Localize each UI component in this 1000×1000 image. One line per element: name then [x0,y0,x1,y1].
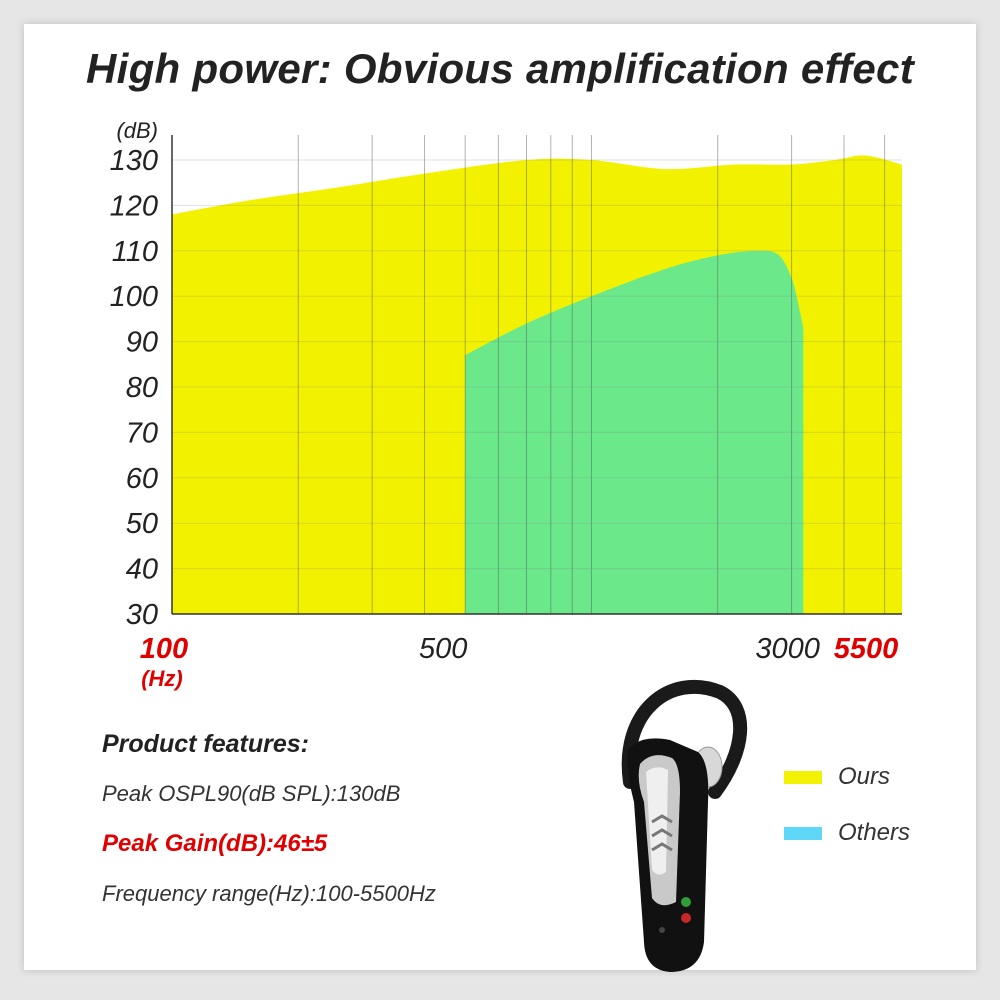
feature-frequency-range: Frequency range(Hz):100-5500Hz [102,881,436,906]
x-tick-label: 3000 [755,633,820,665]
legend-swatch-ours [784,770,822,784]
x-axis-unit: (Hz) [141,666,183,691]
y-tick-label: 70 [126,417,158,449]
x-tick-label: 500 [419,633,467,665]
series-area-others [465,250,804,615]
y-tick-label: 40 [126,554,158,586]
x-tick-label: 5500 [834,633,899,665]
y-tick-label: 80 [126,372,158,404]
legend-label-ours: Ours [838,763,891,790]
y-tick-label: 60 [126,463,158,495]
chart-legend: Ours Others [784,762,910,874]
y-tick-label: 50 [126,508,158,540]
y-tick-label: 90 [126,327,158,359]
feature-peak-gain: Peak Gain(dB):46±5 [102,830,328,857]
legend-label-others: Others [838,819,911,846]
legend-item-others: Others [784,818,910,848]
y-axis-unit: (dB) [116,118,158,143]
y-tick-label: 130 [110,145,158,177]
y-tick-label: 30 [126,599,158,631]
y-tick-label: 120 [110,190,158,222]
x-tick-label: 100 [140,633,188,665]
y-tick-label: 110 [112,236,158,268]
page-title: High power: Obvious amplification effect [86,45,914,92]
legend-item-ours: Ours [784,762,910,792]
y-tick-label: 100 [110,281,158,313]
amplification-chart: 130 120 110 100 90 80 70 60 50 40 30 (dB) 100 500 3000… [110,118,902,691]
feature-ospl90: Peak OSPL90(dB SPL):130dB [102,781,401,806]
hearing-amplifier-image [621,680,747,972]
legend-swatch-others [784,826,822,840]
features-heading: Product features: [102,730,309,758]
product-features: Product features: Peak OSPL90(dB SPL):13… [102,730,562,930]
